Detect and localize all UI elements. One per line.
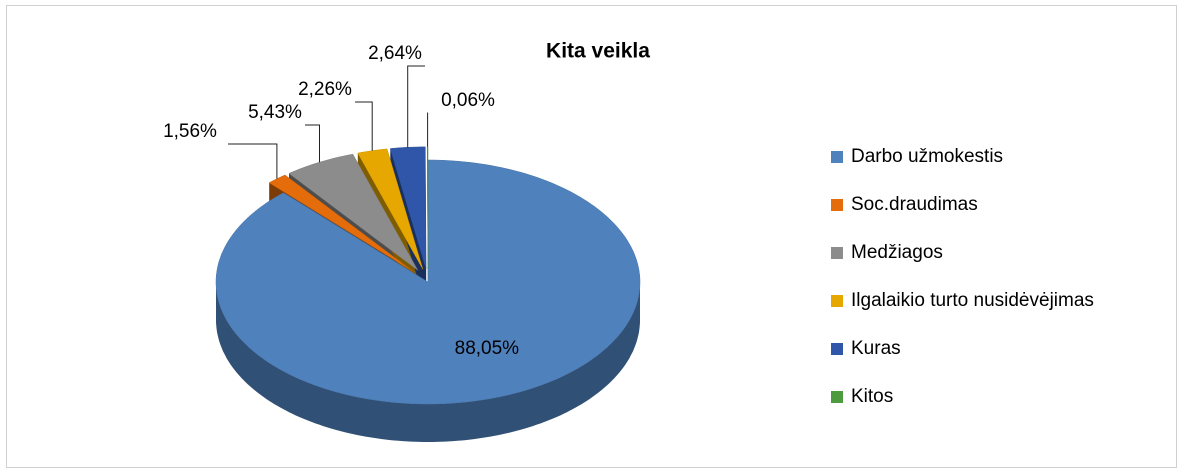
legend-swatch	[831, 151, 843, 163]
data-label: 2,26%	[298, 79, 352, 100]
legend-label: Kitos	[851, 386, 893, 407]
legend-swatch	[831, 247, 843, 259]
data-label: 5,43%	[248, 102, 302, 123]
chart-title: Kita veikla	[546, 40, 650, 63]
legend: Darbo užmokestis Soc.draudimas Medžiagos Il…	[831, 146, 1094, 407]
data-label: 1,56%	[163, 121, 217, 142]
legend-swatch	[831, 295, 843, 307]
legend-swatch	[831, 343, 843, 355]
leader-line	[228, 143, 278, 179]
slice-side	[216, 282, 640, 442]
legend-swatch	[831, 199, 843, 211]
legend-swatch	[831, 391, 843, 403]
data-label: 88,05%	[455, 338, 520, 359]
legend-label: Medžiagos	[851, 242, 943, 263]
legend-label: Darbo užmokestis	[851, 146, 1003, 167]
legend-label: Soc.draudimas	[851, 194, 978, 215]
leader-line	[355, 101, 373, 151]
slice	[215, 159, 641, 405]
legend-label: Ilgalaikio turto nusidėvėjimas	[851, 290, 1094, 311]
pie: 88,05% 1,56% 5,43%2,26% 2,64% 0,06%	[163, 43, 641, 442]
data-label: 0,06%	[441, 90, 495, 111]
data-label: 2,64%	[368, 43, 422, 64]
legend-label: Kuras	[851, 338, 901, 359]
leader-line	[407, 65, 425, 148]
leader-line	[305, 124, 320, 163]
